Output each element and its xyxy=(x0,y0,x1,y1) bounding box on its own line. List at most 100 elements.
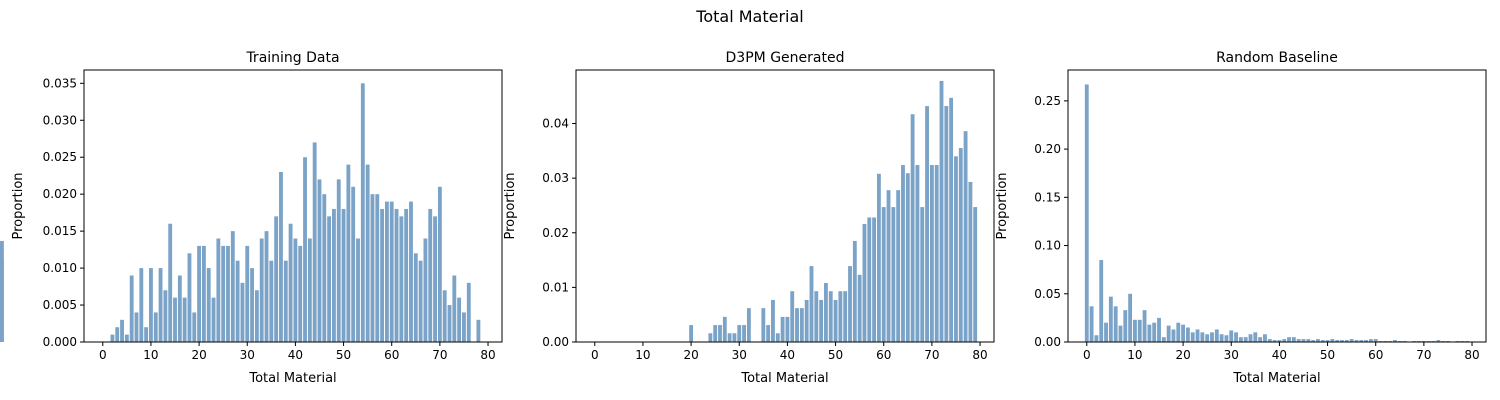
bar xyxy=(1248,334,1253,342)
bar xyxy=(761,308,766,342)
x-tick-label: 80 xyxy=(480,348,495,362)
bar xyxy=(389,201,394,342)
bar xyxy=(1364,340,1369,342)
bar xyxy=(1234,332,1238,342)
bar xyxy=(852,240,857,342)
bar xyxy=(1104,322,1108,342)
bar xyxy=(394,208,399,342)
bar xyxy=(269,260,274,342)
bar xyxy=(433,216,437,342)
bar xyxy=(240,282,245,342)
bar xyxy=(886,190,891,342)
bar xyxy=(182,297,187,342)
bar xyxy=(929,165,934,342)
bar xyxy=(235,260,240,342)
bar xyxy=(1311,340,1316,342)
x-tick-label: 60 xyxy=(384,348,399,362)
bar xyxy=(944,106,949,342)
bar xyxy=(867,217,872,342)
x-tick-label: 40 xyxy=(288,348,303,362)
bar xyxy=(954,156,958,342)
y-axis-label: Proportion xyxy=(503,172,518,239)
bar xyxy=(264,231,269,342)
bar xyxy=(824,283,828,342)
bar xyxy=(1340,340,1344,342)
bar xyxy=(1176,322,1181,342)
x-tick-label: 80 xyxy=(972,348,987,362)
bar xyxy=(1190,332,1195,342)
bar xyxy=(192,312,197,342)
bar xyxy=(452,275,457,342)
bar xyxy=(819,299,824,342)
y-tick-label: 0.000 xyxy=(43,335,77,349)
bar xyxy=(129,275,134,342)
bar xyxy=(1128,293,1133,342)
x-tick-label: 30 xyxy=(732,348,747,362)
y-tick-label: 0.035 xyxy=(43,76,77,90)
bar xyxy=(1330,339,1335,342)
bar xyxy=(1089,306,1094,342)
bar xyxy=(1344,340,1349,342)
bar xyxy=(1084,84,1089,342)
bar xyxy=(1393,340,1397,342)
bar xyxy=(211,297,216,342)
bar xyxy=(1359,340,1364,342)
bar xyxy=(250,268,254,342)
bar xyxy=(1161,337,1166,342)
bar xyxy=(790,291,795,342)
bar xyxy=(1171,329,1176,342)
bar xyxy=(1238,337,1243,342)
bar xyxy=(197,245,202,342)
bar xyxy=(351,186,356,342)
bar xyxy=(120,319,124,342)
y-tick-label: 0.005 xyxy=(43,298,77,312)
x-tick-label: 10 xyxy=(635,348,650,362)
bar xyxy=(766,325,771,342)
bar xyxy=(1316,339,1320,342)
bar xyxy=(307,238,312,342)
bar xyxy=(322,194,327,342)
bar xyxy=(1137,319,1142,342)
x-tick-label: 70 xyxy=(432,348,447,362)
bar xyxy=(168,223,173,342)
bar xyxy=(423,238,428,342)
x-tick-label: 80 xyxy=(1464,348,1479,362)
bar xyxy=(1123,310,1128,342)
bar xyxy=(910,114,915,343)
bar xyxy=(1335,340,1340,342)
subplot-title: Random Baseline xyxy=(1216,50,1338,66)
bar xyxy=(1185,327,1190,342)
bar xyxy=(332,208,336,342)
bar xyxy=(418,260,423,342)
bar xyxy=(370,194,375,342)
bar xyxy=(187,253,192,342)
bar xyxy=(708,333,713,342)
bar xyxy=(457,297,462,342)
bar xyxy=(833,299,838,342)
subplot-d3pm-generated: 0 10 20 30 40 50 60 70 80 0.00 0.01 0.02 0.03 0.04 D3P… xyxy=(0,50,995,386)
bar xyxy=(718,325,722,342)
bar xyxy=(905,173,910,342)
subplot-training-data: 0 10 20 30 40 50 60 70 80 0.000 0.005 0.010 0.015 0.0… xyxy=(11,50,503,386)
bar xyxy=(341,208,346,342)
bar xyxy=(727,333,732,342)
bar xyxy=(1258,337,1263,342)
x-tick-label: 50 xyxy=(1320,348,1335,362)
bar xyxy=(1166,325,1171,342)
subplot-title: Training Data xyxy=(245,50,339,66)
bar xyxy=(1267,339,1272,342)
y-tick-label: 0.02 xyxy=(542,226,569,240)
bar xyxy=(925,106,929,342)
x-tick-label: 50 xyxy=(336,348,351,362)
y-tick-label: 0.030 xyxy=(43,113,77,127)
y-tick-label: 0.00 xyxy=(542,335,569,349)
bar xyxy=(437,186,442,342)
bar xyxy=(891,207,896,342)
y-tick-label: 0.04 xyxy=(542,117,569,131)
axes-frame xyxy=(1067,69,1487,343)
y-tick-label: 0.00 xyxy=(1034,335,1061,349)
x-tick-label: 0 xyxy=(591,348,599,362)
bar xyxy=(327,216,332,342)
x-tick-label: 70 xyxy=(924,348,939,362)
